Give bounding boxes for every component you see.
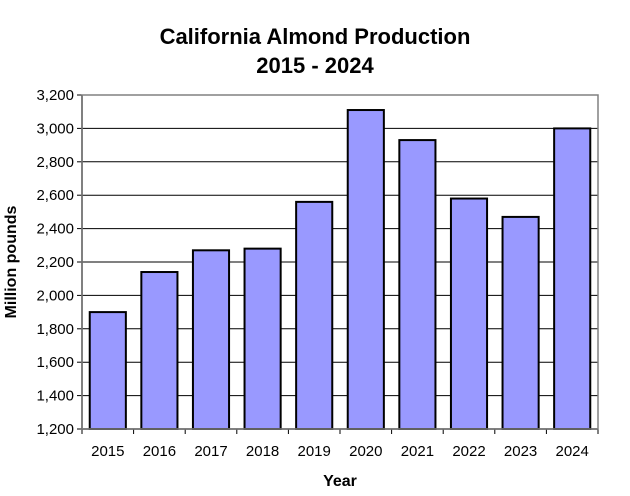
chart-title: California Almond Production <box>159 24 471 49</box>
y-tick-label: 1,200 <box>36 421 74 438</box>
plot-frame <box>81 94 599 430</box>
x-tick-label: 2021 <box>401 443 434 460</box>
y-tick-label: 2,400 <box>36 221 74 238</box>
x-tick-label: 2017 <box>194 443 227 460</box>
bar-2024 <box>553 127 592 430</box>
x-tick-label: 2023 <box>504 443 537 460</box>
y-tick-label: 3,200 <box>36 87 74 104</box>
x-tick-labels: 2015 2016 2017 2018 2019 2020 2021 2022 2023 2024 <box>91 443 589 460</box>
y-axis-title: Million pounds <box>3 205 20 318</box>
y-tick-label: 1,600 <box>36 354 74 371</box>
x-tick-label: 2020 <box>349 443 382 460</box>
bar-2015 <box>88 311 127 431</box>
chart-subtitle: 2015 - 2024 <box>256 53 374 78</box>
bar-2019 <box>295 200 334 430</box>
x-tick-label: 2022 <box>452 443 485 460</box>
x-tick-label: 2024 <box>556 443 589 460</box>
y-tick-label: 2,800 <box>36 154 74 171</box>
x-tick-label: 2016 <box>143 443 176 460</box>
x-tick-label: 2019 <box>298 443 331 460</box>
bar-2022 <box>449 197 489 430</box>
y-tick-label: 2,000 <box>36 287 74 304</box>
bar-2021 <box>398 139 437 430</box>
x-tick-label: 2018 <box>246 443 279 460</box>
y-tick-labels: 1,200 1,400 1,600 1,800 2,000 2,200 2,400 2,600… <box>36 87 74 438</box>
bars <box>88 109 592 431</box>
x-axis-title: Year <box>323 473 357 490</box>
bar-2018 <box>243 247 282 430</box>
y-tick-label: 1,800 <box>36 321 74 338</box>
y-tick-label: 2,600 <box>36 187 74 204</box>
y-tick-label: 1,400 <box>36 388 74 405</box>
bar-2016 <box>140 271 179 430</box>
y-tick-label: 2,200 <box>36 254 74 271</box>
y-tick-label: 3,000 <box>36 120 74 137</box>
bar-2023 <box>501 215 540 430</box>
bar-2017 <box>191 249 231 430</box>
bar-2020 <box>346 109 385 430</box>
x-tick-label: 2015 <box>91 443 124 460</box>
